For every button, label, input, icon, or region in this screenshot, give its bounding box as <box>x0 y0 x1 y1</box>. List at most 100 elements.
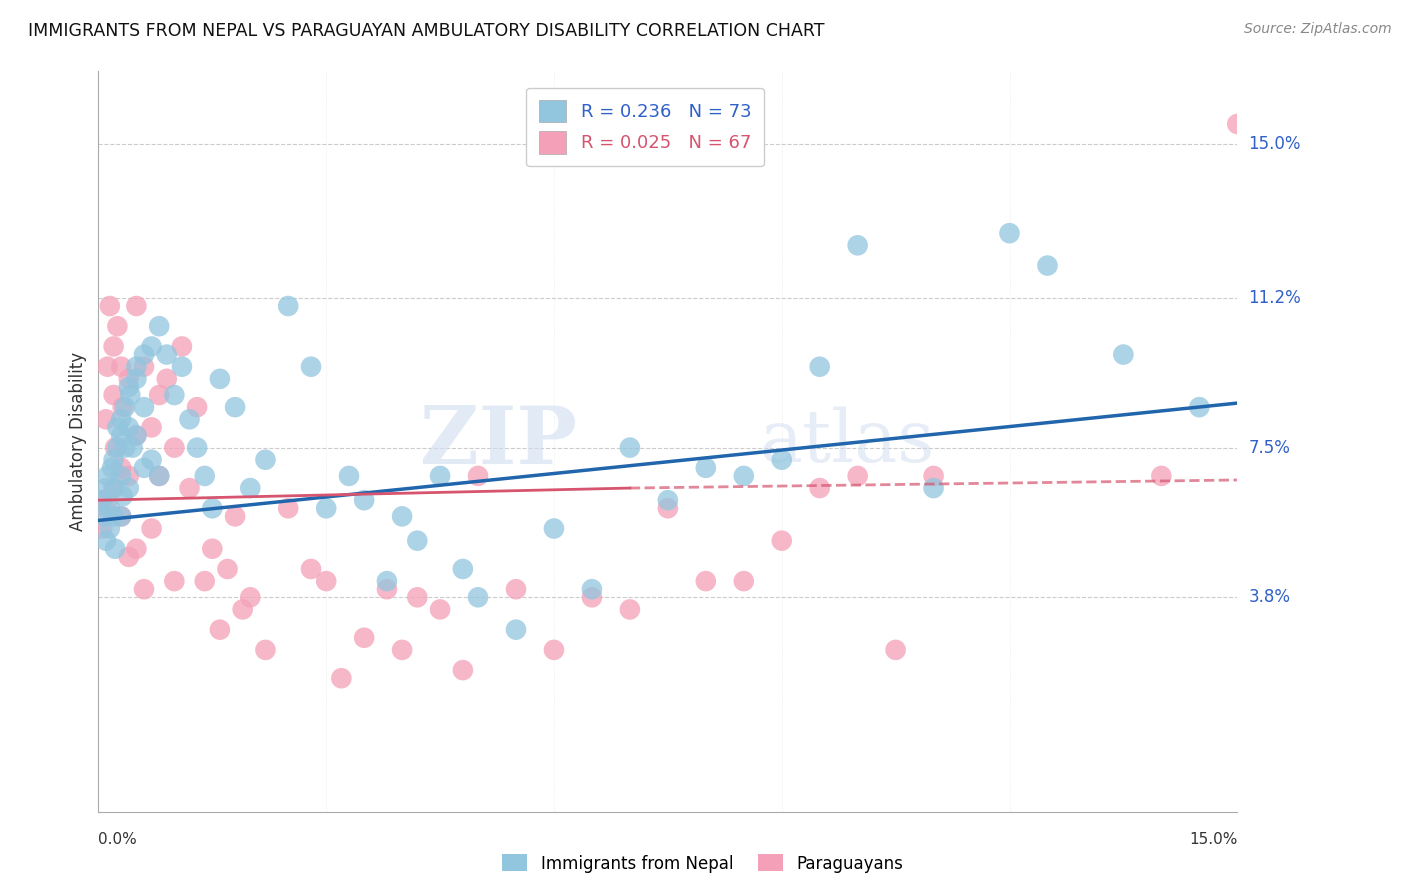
Point <box>141 420 163 434</box>
Point <box>156 372 179 386</box>
Point <box>141 522 163 536</box>
Point <box>299 359 322 374</box>
Point <box>110 509 132 524</box>
Point <box>1264 157 1286 171</box>
Point <box>239 481 262 495</box>
Point <box>114 441 136 455</box>
Point <box>998 226 1021 240</box>
Point <box>103 481 125 495</box>
Point <box>224 509 246 524</box>
Point <box>98 522 121 536</box>
Point <box>107 420 129 434</box>
Legend: Immigrants from Nepal, Paraguayans: Immigrants from Nepal, Paraguayans <box>496 847 910 880</box>
Point <box>125 541 148 556</box>
Point <box>254 452 277 467</box>
Point <box>94 481 117 495</box>
Point <box>91 493 114 508</box>
Point <box>505 623 527 637</box>
Point <box>770 452 793 467</box>
Point <box>104 541 127 556</box>
Point <box>163 574 186 588</box>
Point <box>110 469 132 483</box>
Point <box>194 469 217 483</box>
Point <box>125 428 148 442</box>
Point <box>170 359 193 374</box>
Point <box>406 533 429 548</box>
Point <box>846 469 869 483</box>
Point <box>353 631 375 645</box>
Point <box>98 501 121 516</box>
Point <box>90 493 112 508</box>
Point <box>141 339 163 353</box>
Point <box>103 339 125 353</box>
Point <box>118 549 141 564</box>
Point <box>170 339 193 353</box>
Point <box>186 400 208 414</box>
Point <box>148 388 170 402</box>
Point <box>337 469 360 483</box>
Text: 7.5%: 7.5% <box>1249 439 1291 457</box>
Point <box>107 319 129 334</box>
Point <box>148 469 170 483</box>
Point <box>657 493 679 508</box>
Point <box>111 400 134 414</box>
Point <box>315 501 337 516</box>
Legend: R = 0.236   N = 73, R = 0.025   N = 67: R = 0.236 N = 73, R = 0.025 N = 67 <box>526 87 763 166</box>
Point <box>93 509 115 524</box>
Point <box>391 509 413 524</box>
Point <box>156 347 179 361</box>
Point <box>429 469 451 483</box>
Point <box>125 359 148 374</box>
Point <box>467 469 489 483</box>
Point <box>543 522 565 536</box>
Point <box>505 582 527 597</box>
Point <box>132 460 155 475</box>
Point <box>330 671 353 685</box>
Point <box>186 441 208 455</box>
Point <box>1150 469 1173 483</box>
Point <box>277 501 299 516</box>
Text: 15.0%: 15.0% <box>1189 832 1237 847</box>
Point <box>125 372 148 386</box>
Point <box>808 481 831 495</box>
Point <box>91 522 114 536</box>
Point <box>619 441 641 455</box>
Y-axis label: Ambulatory Disability: Ambulatory Disability <box>69 352 87 531</box>
Point <box>232 602 254 616</box>
Point <box>103 388 125 402</box>
Text: 0.0%: 0.0% <box>98 832 138 847</box>
Point <box>163 388 186 402</box>
Point <box>118 469 141 483</box>
Point <box>125 428 148 442</box>
Point <box>733 469 755 483</box>
Point <box>179 412 201 426</box>
Point <box>118 420 141 434</box>
Point <box>114 400 136 414</box>
Point <box>922 469 945 483</box>
Point <box>695 460 717 475</box>
Point <box>121 441 143 455</box>
Point <box>132 582 155 597</box>
Text: ZIP: ZIP <box>420 402 576 481</box>
Point <box>98 299 121 313</box>
Text: Source: ZipAtlas.com: Source: ZipAtlas.com <box>1244 22 1392 37</box>
Point <box>1112 347 1135 361</box>
Point <box>110 460 132 475</box>
Point <box>148 319 170 334</box>
Point <box>254 643 277 657</box>
Text: 11.2%: 11.2% <box>1249 289 1301 307</box>
Point <box>179 481 201 495</box>
Point <box>118 481 141 495</box>
Point <box>391 643 413 657</box>
Point <box>451 562 474 576</box>
Point <box>239 591 262 605</box>
Point <box>110 412 132 426</box>
Point <box>118 372 141 386</box>
Point <box>94 533 117 548</box>
Text: atlas: atlas <box>759 406 935 477</box>
Point <box>375 582 398 597</box>
Point <box>110 359 132 374</box>
Point <box>94 412 117 426</box>
Point <box>110 428 132 442</box>
Point <box>451 663 474 677</box>
